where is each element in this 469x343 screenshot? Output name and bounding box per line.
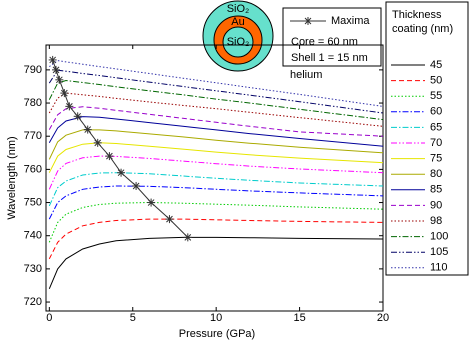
maxima-marker (165, 215, 174, 224)
plot-frame (45, 44, 384, 312)
marker-stroke (94, 139, 102, 147)
y-tick-label: 720 (24, 296, 42, 308)
maxima-marker (304, 17, 312, 25)
core-label: SiO₂ (227, 36, 250, 48)
marker-stroke (166, 215, 173, 223)
y-tick-label: 790 (24, 64, 42, 76)
y-tick-label: 770 (24, 130, 42, 142)
marker-stroke (55, 76, 63, 84)
x-tick-label: 10 (210, 312, 222, 324)
legend-label: 60 (430, 106, 442, 118)
marker-stroke (84, 126, 92, 133)
series-line (48, 69, 383, 114)
note: Core = 60 nm (291, 36, 358, 48)
legend-label: 80 (430, 168, 442, 180)
legend-label: 110 (430, 262, 448, 274)
y-tick-label: 750 (24, 196, 42, 208)
series-line (48, 79, 383, 121)
marker-stroke (147, 199, 155, 206)
marker-stroke (52, 66, 60, 74)
y-axis-title: Wavelength (nm) (6, 136, 18, 219)
series-line (48, 116, 383, 147)
legend-label: 70 (430, 137, 442, 149)
maxima-marker (60, 89, 69, 98)
legend-label: 100 (430, 231, 448, 243)
maxima-marker (117, 168, 126, 177)
series-line (48, 129, 383, 160)
legend-label: 75 (430, 153, 442, 165)
info-box (282, 7, 382, 67)
series-line (48, 106, 383, 137)
maxima-marker (105, 152, 114, 161)
medium-label: helium (290, 69, 322, 81)
x-tick-label: 15 (293, 312, 305, 324)
legend-label: 105 (430, 246, 448, 258)
legend-label: 65 (430, 121, 442, 133)
maxima-marker (48, 55, 57, 64)
maxima-marker (93, 138, 102, 147)
maxima-marker (55, 75, 64, 84)
series-line (49, 60, 383, 107)
marker-stroke (132, 182, 140, 190)
maxima-marker (73, 112, 82, 121)
y-tick-label: 780 (24, 97, 42, 109)
maxima-line (52, 59, 189, 238)
marker-stroke (49, 56, 57, 64)
series-line (48, 155, 383, 190)
maxima-marker (132, 181, 141, 190)
series-line (48, 172, 383, 207)
outer-label: SiO₂ (227, 3, 250, 15)
maxima-marker (147, 198, 156, 207)
series-line (48, 142, 383, 173)
core (222, 26, 254, 58)
legend-label: 45 (430, 59, 442, 71)
legend-label: 85 (430, 184, 442, 196)
marker-stroke (117, 169, 125, 177)
legend-title: coating (nm) (392, 23, 453, 35)
y-tick-label: 730 (24, 263, 42, 275)
y-tick-label: 760 (24, 163, 42, 175)
maxima-marker (83, 125, 92, 134)
x-tick-label: 20 (377, 312, 389, 324)
legend-box (385, 1, 469, 276)
series-line (48, 92, 383, 127)
legend-label: Maxima (331, 15, 370, 27)
series-line (48, 236, 383, 289)
series-line (48, 201, 383, 243)
maxima-marker (65, 102, 74, 111)
shell-label: Au (231, 16, 244, 28)
x-tick-label: 0 (46, 312, 52, 324)
note: Shell 1 = 15 nm (291, 52, 368, 64)
series-line (48, 185, 383, 220)
series-line (48, 218, 383, 260)
marker-stroke (304, 17, 312, 25)
legend-label: 90 (430, 199, 442, 211)
marker-stroke (60, 89, 68, 97)
marker-stroke (106, 152, 113, 160)
marker-stroke (66, 103, 73, 110)
legend-label: 98 (430, 215, 442, 227)
maxima-marker (183, 233, 192, 242)
x-axis-title: Pressure (GPa) (179, 328, 255, 340)
y-tick-label: 740 (24, 230, 42, 242)
marker-stroke (74, 112, 82, 120)
legend-label: 55 (430, 90, 442, 102)
marker-stroke (184, 234, 192, 241)
legend-label: 50 (430, 75, 442, 87)
x-tick-label: 5 (130, 312, 136, 324)
maxima-marker (52, 65, 61, 74)
legend-title: Thickness (392, 9, 442, 21)
